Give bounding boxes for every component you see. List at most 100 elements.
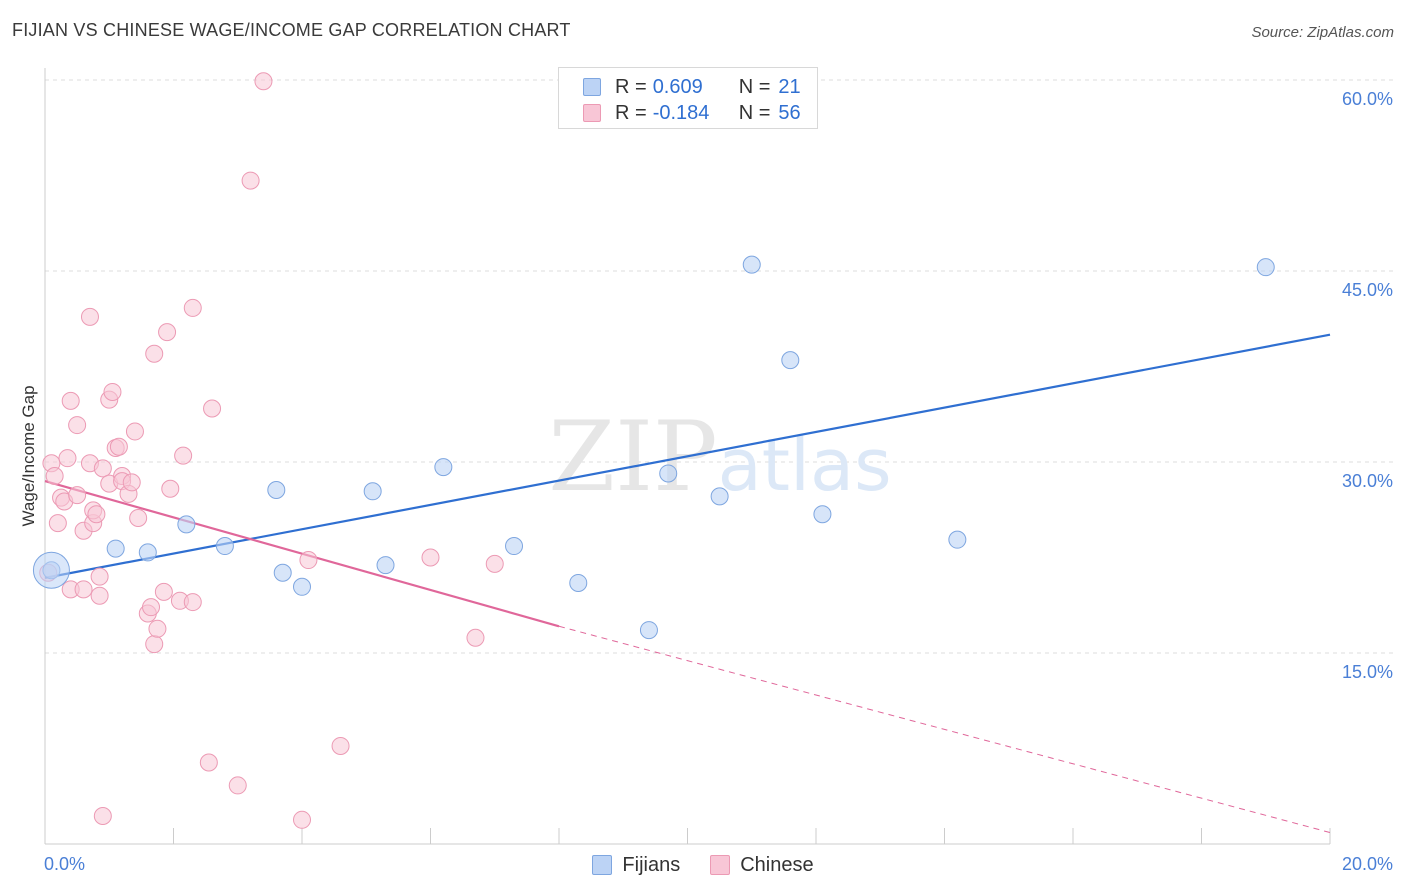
chinese-r-value: -0.184 <box>652 101 710 124</box>
fijians-point <box>293 577 311 596</box>
y-tick-label: 60.0% <box>1342 89 1393 109</box>
watermark-atlas: atlas <box>718 423 892 507</box>
y-tick-label: 45.0% <box>1342 280 1393 300</box>
watermark-zip: ZIP <box>548 401 717 513</box>
fijians-point <box>376 556 395 575</box>
trend-lines <box>44 333 1331 834</box>
chinese-point <box>68 416 87 435</box>
fijians-point <box>813 505 832 524</box>
chinese-point <box>48 514 67 533</box>
chart-source: Source: ZipAtlas.com <box>1251 24 1394 41</box>
r-label: R = <box>615 75 647 98</box>
fijians-n-value: 21 <box>778 75 801 98</box>
axes <box>44 68 1331 845</box>
fijians-point <box>639 621 658 640</box>
chinese-point <box>183 593 202 612</box>
chinese-point <box>228 776 247 795</box>
legend-label-fijians: Fijians <box>622 853 681 876</box>
fijians-trend-line <box>44 333 1331 579</box>
chinese-point <box>68 486 87 505</box>
fijians-point <box>434 458 453 477</box>
chinese-point <box>421 548 440 567</box>
x-tick-label: 0.0% <box>44 854 85 874</box>
r-label: R = <box>615 101 647 124</box>
fijians-point <box>32 551 70 589</box>
chinese-point <box>466 628 485 647</box>
fijians-point <box>1256 258 1275 277</box>
chinese-point <box>90 586 109 605</box>
legend-item-chinese[interactable]: Chinese <box>710 853 814 877</box>
fijians-point <box>948 530 967 549</box>
chinese-point <box>148 619 167 638</box>
chinese-point <box>145 635 164 654</box>
chinese-point <box>122 473 141 492</box>
fijians-r-value: 0.609 <box>652 75 703 98</box>
legend-row-fijians: R = 0.609 N = 21 <box>583 74 801 100</box>
fijians-swatch-icon <box>583 78 601 96</box>
chinese-point <box>45 467 64 486</box>
chinese-point <box>203 399 222 418</box>
chinese-point <box>109 437 128 456</box>
chinese-point <box>183 298 202 317</box>
chinese-point <box>125 422 144 441</box>
chinese-point <box>90 567 109 586</box>
fijians-point <box>659 464 678 483</box>
chinese-swatch-icon <box>583 104 601 122</box>
chinese-point <box>299 551 318 570</box>
chinese-point <box>129 509 148 528</box>
chinese-point <box>293 810 311 829</box>
chinese-n-value: 56 <box>778 101 801 124</box>
chinese-trend-extrapolated <box>558 625 1331 834</box>
chinese-point <box>485 554 504 573</box>
chinese-point <box>58 449 77 468</box>
chart-title: FIJIAN VS CHINESE WAGE/INCOME GAP CORREL… <box>12 20 571 40</box>
chinese-point <box>142 598 161 617</box>
n-label: N = <box>738 75 771 98</box>
fijians-point <box>781 351 800 370</box>
chinese-point <box>161 479 180 498</box>
chinese-point <box>254 72 273 91</box>
chinese-point <box>174 446 193 465</box>
n-label: N = <box>738 101 771 124</box>
chinese-point <box>103 382 122 401</box>
fijians-point <box>138 543 157 562</box>
axis-labels: 15.0% 30.0% 45.0% 60.0% 0.0% 20.0% Wage/Income… <box>19 89 1393 874</box>
y-axis-title: Wage/Income Gap <box>19 385 38 526</box>
fijians-point <box>106 539 125 558</box>
legend-row-chinese: R = -0.184 N = 56 <box>583 100 801 126</box>
chinese-point <box>80 307 99 326</box>
chinese-point <box>74 580 93 599</box>
chinese-point <box>331 736 350 755</box>
legend-item-fijians[interactable]: Fijians <box>592 854 680 877</box>
gridlines <box>45 79 1395 654</box>
chinese-point <box>145 344 164 363</box>
fijians-point <box>363 482 382 501</box>
correlation-legend: R = 0.609 N = 21 R = -0.184 N = 56 <box>558 67 818 129</box>
chinese-point <box>199 753 218 772</box>
chinese-point <box>241 171 260 190</box>
chinese-trend-line <box>44 480 560 628</box>
fijians-point <box>505 537 524 556</box>
fijians-point <box>742 255 761 274</box>
chinese-point <box>158 323 177 342</box>
x-tick-label: 20.0% <box>1342 854 1393 874</box>
y-tick-label: 30.0% <box>1342 471 1393 491</box>
chinese-point <box>87 505 106 524</box>
chinese-point <box>61 391 80 410</box>
fijians-point <box>569 573 588 592</box>
fijians-point <box>215 537 234 556</box>
fijians-swatch-icon <box>592 855 613 875</box>
series-legend: Fijians Chinese <box>0 852 1406 878</box>
data-points <box>32 72 1275 829</box>
fijians-point <box>273 563 292 582</box>
y-tick-label: 15.0% <box>1342 662 1393 682</box>
chinese-point <box>93 459 112 478</box>
fijians-point <box>710 487 729 506</box>
legend-label-chinese: Chinese <box>740 853 814 876</box>
fijians-point <box>177 515 196 534</box>
chinese-swatch-icon <box>710 855 731 875</box>
fijians-point <box>267 481 286 500</box>
chinese-point <box>154 582 173 601</box>
chinese-point <box>93 806 112 825</box>
